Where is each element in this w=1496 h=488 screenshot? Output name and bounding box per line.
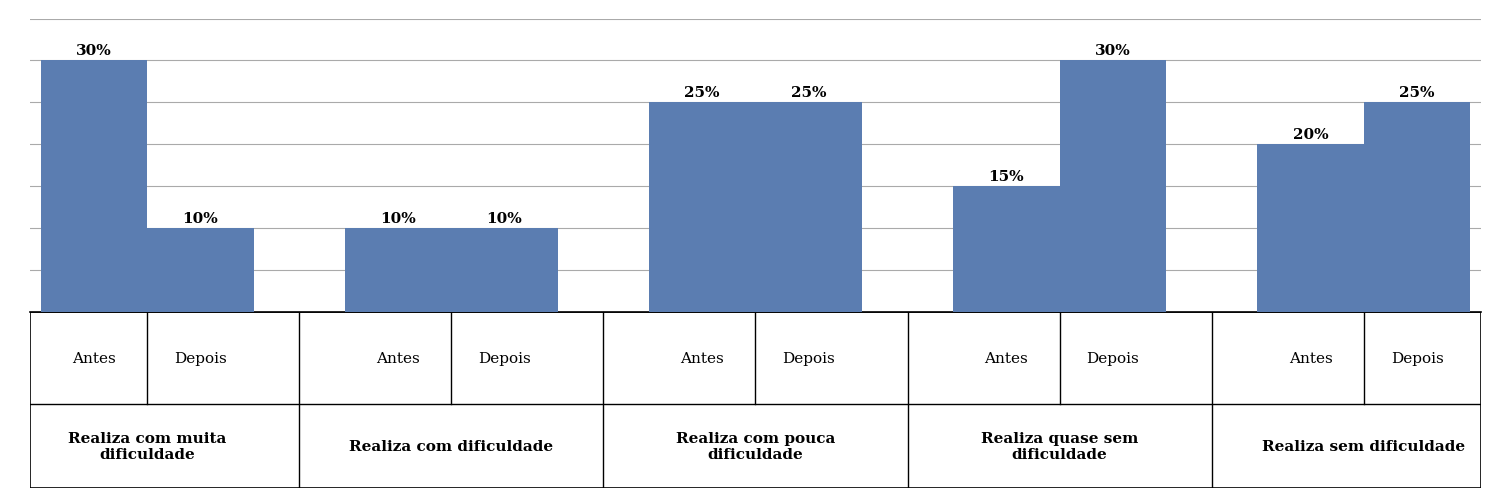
Bar [649, 103, 755, 312]
Text: Realiza quase sem
dificuldade: Realiza quase sem dificuldade [981, 431, 1138, 461]
Bar [755, 103, 862, 312]
Bar [147, 229, 253, 312]
Text: 20%: 20% [1293, 128, 1328, 142]
Text: 25%: 25% [791, 86, 826, 100]
Text: 10%: 10% [486, 211, 522, 225]
Text: Antes: Antes [1288, 351, 1333, 365]
Text: 30%: 30% [76, 44, 112, 58]
Text: Antes: Antes [681, 351, 724, 365]
Bar [1258, 145, 1364, 312]
Text: Antes: Antes [375, 351, 420, 365]
Text: Realiza com muita
dificuldade: Realiza com muita dificuldade [67, 431, 226, 461]
Text: Antes: Antes [72, 351, 115, 365]
Text: Depois: Depois [174, 351, 227, 365]
Text: 10%: 10% [183, 211, 218, 225]
Text: 25%: 25% [685, 86, 720, 100]
Text: 10%: 10% [380, 211, 416, 225]
Bar [1364, 103, 1471, 312]
Text: Realiza com dificuldade: Realiza com dificuldade [349, 439, 554, 453]
Text: Realiza com pouca
dificuldade: Realiza com pouca dificuldade [676, 431, 835, 461]
Text: 25%: 25% [1399, 86, 1435, 100]
Text: 15%: 15% [989, 169, 1025, 183]
Text: Depois: Depois [782, 351, 835, 365]
Text: Depois: Depois [1391, 351, 1444, 365]
Text: 30%: 30% [1095, 44, 1131, 58]
Bar [953, 187, 1059, 312]
Text: Depois: Depois [479, 351, 531, 365]
Bar [452, 229, 558, 312]
Text: Realiza sem dificuldade: Realiza sem dificuldade [1263, 439, 1466, 453]
Bar [1059, 61, 1167, 312]
Bar [344, 229, 452, 312]
Text: Antes: Antes [984, 351, 1028, 365]
Text: Depois: Depois [1086, 351, 1140, 365]
Bar [40, 61, 147, 312]
